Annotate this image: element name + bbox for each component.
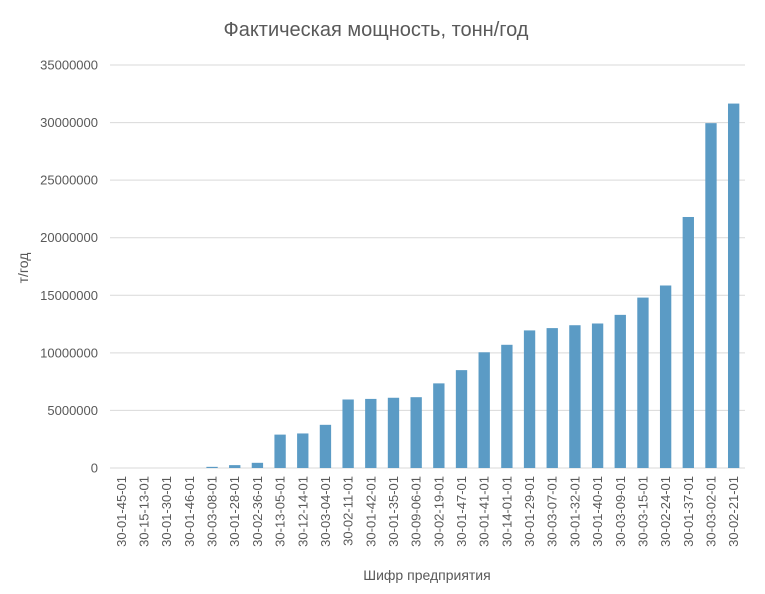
bar — [727, 103, 740, 468]
x-tick-label: 30-03-02-01 — [703, 476, 718, 547]
bar — [478, 352, 490, 468]
y-tick-label: 5000000 — [47, 403, 98, 418]
x-tick-label: 30-01-41-01 — [477, 476, 492, 547]
bar — [319, 424, 332, 468]
x-tick-label: 30-02-19-01 — [431, 476, 446, 547]
x-tick-label: 30-01-40-01 — [590, 476, 605, 547]
x-tick-label: 30-02-36-01 — [250, 476, 265, 547]
x-tick-label: 30-01-28-01 — [227, 476, 242, 547]
x-tick-label: 30-01-35-01 — [386, 476, 401, 547]
x-tick-label: 30-13-05-01 — [273, 476, 288, 547]
x-tick-label: 30-02-21-01 — [726, 476, 741, 547]
bar — [614, 314, 626, 468]
x-tick-label: 30-01-37-01 — [681, 476, 696, 547]
bar — [523, 330, 536, 468]
x-tick-label: 30-03-07-01 — [545, 476, 560, 547]
bar — [569, 325, 581, 468]
x-tick-label: 30-15-13-01 — [137, 476, 152, 547]
x-tick-label: 30-02-24-01 — [658, 476, 673, 547]
x-tick-label: 30-01-45-01 — [114, 476, 129, 547]
bar — [705, 123, 717, 468]
bar — [659, 285, 672, 468]
bar — [591, 323, 604, 468]
bars — [206, 103, 740, 468]
bar — [546, 328, 558, 468]
bar — [206, 466, 218, 468]
y-tick-label: 15000000 — [40, 288, 98, 303]
chart-title: Фактическая мощность, тонн/год — [224, 19, 529, 41]
x-tick-label: 30-09-06-01 — [409, 476, 424, 547]
y-tick-label: 25000000 — [40, 173, 98, 188]
x-axis-ticks: 30-01-45-01 30-15-13-01 30-01-30-01 30-01-4… — [114, 476, 741, 547]
bar — [501, 344, 513, 468]
bar — [387, 397, 400, 468]
x-tick-label: 30-02-11-01 — [341, 476, 356, 546]
gridlines — [110, 64, 745, 469]
x-tick-label: 30-03-08-01 — [205, 476, 220, 547]
x-tick-label: 30-01-32-01 — [567, 476, 582, 547]
bar — [455, 370, 468, 468]
bar — [637, 297, 649, 468]
bar — [682, 216, 694, 468]
bar — [342, 399, 354, 468]
y-tick-label: 30000000 — [40, 115, 98, 130]
x-tick-label: 30-03-04-01 — [318, 476, 333, 547]
y-tick-label: 10000000 — [40, 345, 98, 360]
y-tick-label: 0 — [91, 461, 98, 476]
y-tick-label: 20000000 — [40, 230, 98, 245]
bar — [365, 398, 377, 468]
bar — [274, 434, 286, 468]
x-axis-title: Шифр предприятия — [363, 567, 490, 583]
bar — [410, 397, 422, 468]
x-tick-label: 30-01-47-01 — [454, 476, 469, 547]
x-tick-label: 30-01-30-01 — [159, 476, 174, 547]
x-tick-label: 30-03-09-01 — [613, 476, 628, 547]
x-tick-label: 30-14-01-01 — [499, 476, 514, 547]
bar — [433, 383, 445, 468]
y-axis-title: т/год — [15, 253, 31, 284]
x-tick-label: 30-01-42-01 — [363, 476, 378, 547]
bar — [229, 465, 241, 468]
bar — [297, 433, 309, 468]
x-tick-label: 30-01-46-01 — [182, 476, 197, 547]
x-tick-label: 30-01-29-01 — [522, 476, 537, 547]
bar — [251, 462, 264, 468]
x-tick-label: 30-12-14-01 — [295, 476, 310, 547]
x-tick-label: 30-03-15-01 — [635, 476, 650, 547]
y-tick-label: 35000000 — [40, 58, 98, 73]
y-axis-ticks: 0 5000000 10000000 15000000 20000000 25000000… — [40, 58, 98, 476]
